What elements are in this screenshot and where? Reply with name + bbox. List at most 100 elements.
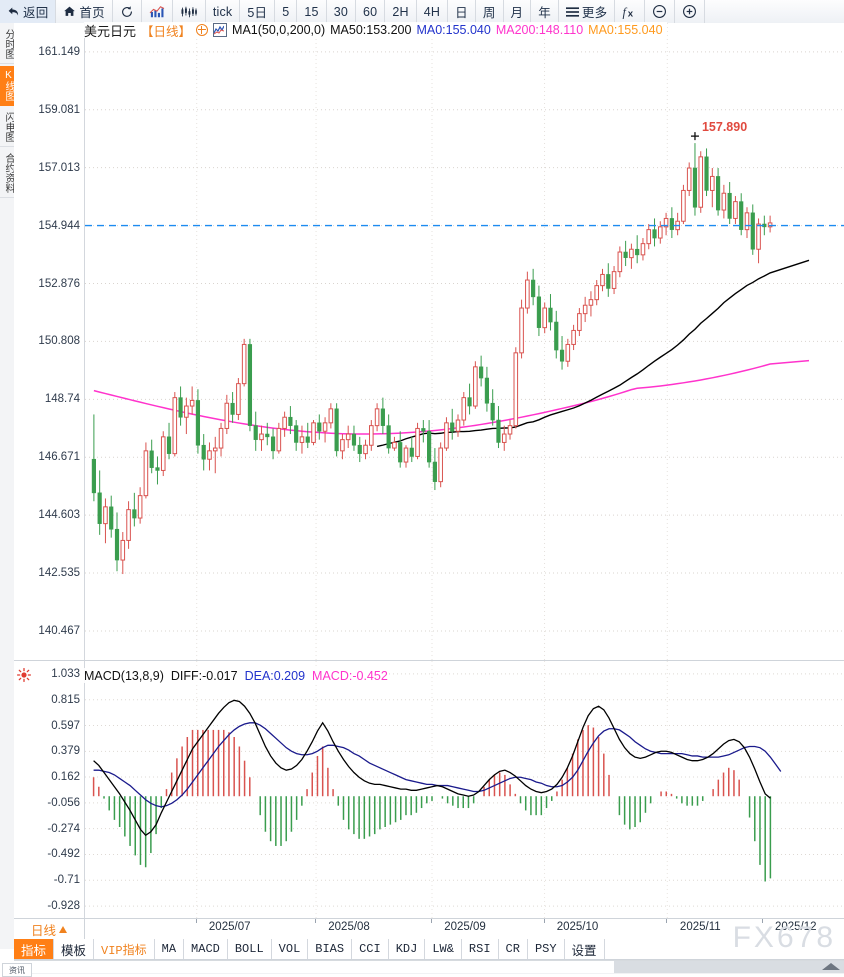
candlestick-button[interactable] bbox=[173, 0, 206, 23]
zoom-in-button[interactable] bbox=[675, 0, 706, 23]
price-y-tick: 140.467 bbox=[38, 624, 80, 637]
macd-y-tick: 0.162 bbox=[51, 771, 80, 784]
x-axis-tick-label: 2025/10 bbox=[556, 921, 599, 933]
sidebar-item-contract[interactable]: 合约资料 bbox=[0, 149, 14, 198]
candlestick-icon bbox=[180, 5, 198, 19]
x-tick-mark bbox=[666, 919, 668, 923]
period-4h-button[interactable]: 4H bbox=[417, 0, 449, 23]
tick-button-label: tick bbox=[212, 4, 233, 19]
price-y-axis: 161.149 159.081 157.013 154.944 152.876 150.8… bbox=[14, 23, 84, 660]
macd-diff-value: DIFF:-0.017 bbox=[170, 668, 238, 683]
candlestick-series bbox=[91, 143, 773, 575]
macd-macd-value: MACD:-0.452 bbox=[312, 668, 388, 683]
tab-template[interactable]: 模板 bbox=[54, 939, 95, 959]
settings-sun-icon[interactable] bbox=[16, 667, 32, 683]
tab-kdj[interactable]: KDJ bbox=[389, 939, 426, 959]
sidebar-item-lightning[interactable]: 闪电图 bbox=[0, 108, 14, 147]
price-y-tick: 154.944 bbox=[38, 219, 80, 232]
sidebar-item-timeshare[interactable]: 分时图 bbox=[0, 25, 14, 64]
tab-indicator[interactable]: 指标 bbox=[14, 939, 55, 959]
x-axis-tick-label: 2025/08 bbox=[328, 921, 370, 933]
ma-params-label: MA1(50,0,200,0) bbox=[232, 23, 326, 37]
period-day-button[interactable]: 日 bbox=[448, 0, 476, 23]
period-15min-button[interactable]: 15 bbox=[297, 0, 327, 23]
x-axis: 日线 2025/07 2025/08 2025/09 2025/10 2025/11 20… bbox=[14, 918, 844, 941]
period-5min-button-label: 5 bbox=[282, 4, 290, 19]
price-y-tick: 146.671 bbox=[38, 451, 80, 464]
price-y-tick: 161.149 bbox=[38, 45, 80, 58]
ma50-value: MA50:153.200 bbox=[330, 23, 412, 37]
price-plot-area[interactable] bbox=[84, 23, 844, 660]
period-30min-button[interactable]: 30 bbox=[327, 0, 357, 23]
horizontal-scrollbar[interactable] bbox=[14, 960, 844, 974]
zoom-out-button[interactable] bbox=[645, 0, 676, 23]
back-button[interactable]: 返回 bbox=[0, 0, 57, 23]
macd-dea-line bbox=[93, 722, 782, 808]
period-year-button-label: 年 bbox=[538, 6, 551, 20]
more-menu-button[interactable]: 更多 bbox=[559, 0, 616, 23]
period-5day-button-label: 5日 bbox=[247, 6, 268, 20]
tab-ma[interactable]: MA bbox=[155, 939, 185, 959]
price-y-tick: 144.603 bbox=[38, 509, 80, 522]
sidebar-item-kline[interactable]: K线图 bbox=[0, 66, 14, 106]
tab-vip-indicator[interactable]: VIP指标 bbox=[94, 939, 155, 959]
period-label: 【日线】 bbox=[141, 24, 192, 39]
x-axis-tick-label: 2025/12 bbox=[774, 921, 817, 933]
svg-text:f: f bbox=[623, 5, 628, 19]
chart-type-button[interactable] bbox=[142, 0, 173, 23]
macd-plot-area[interactable] bbox=[84, 661, 844, 919]
period-2h-button[interactable]: 2H bbox=[385, 0, 417, 23]
macd-y-tick: 0.379 bbox=[51, 745, 80, 758]
tab-psy[interactable]: PSY bbox=[528, 939, 565, 959]
scroll-up-arrow-icon[interactable] bbox=[822, 963, 840, 970]
macd-diff-line bbox=[93, 699, 771, 837]
macd-y-tick: 0.815 bbox=[51, 693, 80, 706]
scrollbar-thumb[interactable] bbox=[14, 961, 615, 973]
indicator-tab-bar: 指标 模板 VIP指标 MA MACD BOLL VOL BIAS CCI KDJ LW& RSI CR… bbox=[14, 939, 844, 960]
period-year-button[interactable]: 年 bbox=[531, 0, 559, 23]
period-month-button[interactable]: 月 bbox=[504, 0, 532, 23]
ma200-value: MA200:148.110 bbox=[495, 23, 584, 37]
period-5min-button[interactable]: 5 bbox=[275, 0, 298, 23]
period-selector-button[interactable]: 日线 bbox=[14, 919, 85, 939]
macd-panel: 1.033 0.815 0.597 0.379 0.162 -0.056 -0.274 -0.… bbox=[14, 660, 844, 919]
macd-y-tick: -0.71 bbox=[53, 874, 80, 887]
tab-vol[interactable]: VOL bbox=[272, 939, 309, 959]
ma-indicator-icon[interactable] bbox=[213, 23, 228, 37]
period-2h-button-label: 2H bbox=[392, 4, 409, 19]
tab-macd[interactable]: MACD bbox=[184, 939, 228, 959]
price-y-tick: 150.808 bbox=[38, 335, 80, 348]
period-selector-label: 日线 bbox=[30, 923, 56, 938]
price-y-tick: 152.876 bbox=[38, 277, 80, 290]
tab-bias[interactable]: BIAS bbox=[308, 939, 353, 959]
tab-settings[interactable]: 设置 bbox=[565, 939, 605, 959]
tab-cr[interactable]: CR bbox=[499, 939, 528, 959]
tab-rsi[interactable]: RSI bbox=[462, 939, 499, 959]
macd-histogram bbox=[92, 725, 772, 882]
tab-cci[interactable]: CCI bbox=[352, 939, 389, 959]
triangle-up-icon bbox=[59, 925, 67, 933]
period-15min-button-label: 15 bbox=[304, 4, 319, 19]
period-5day-button[interactable]: 5日 bbox=[240, 0, 276, 23]
x-axis-tick-label: 2025/11 bbox=[679, 921, 721, 933]
scrollbar-track[interactable] bbox=[614, 961, 844, 973]
more-menu-button-label: 更多 bbox=[581, 6, 608, 20]
price-y-tick: 157.013 bbox=[38, 161, 80, 174]
refresh-button[interactable] bbox=[113, 0, 142, 23]
left-sidebar: 分时图 K线图闪电图合约资料 bbox=[0, 23, 15, 949]
period-60min-button[interactable]: 60 bbox=[356, 0, 386, 23]
price-y-tick: 142.535 bbox=[38, 567, 80, 580]
period-4h-button-label: 4H bbox=[423, 4, 441, 19]
period-week-button[interactable]: 周 bbox=[476, 0, 504, 23]
tick-button[interactable]: tick bbox=[206, 0, 241, 23]
macd-y-tick: 1.033 bbox=[51, 667, 80, 680]
home-button[interactable]: 首页 bbox=[56, 0, 113, 23]
tab-lwr[interactable]: LW& bbox=[425, 939, 462, 959]
hamburger-icon bbox=[565, 6, 579, 18]
tab-boll[interactable]: BOLL bbox=[228, 939, 272, 959]
crosshair-toggle-icon[interactable] bbox=[196, 24, 209, 36]
symbol-label: 美元日元 bbox=[84, 23, 137, 39]
macd-params-label: MACD(13,8,9) bbox=[84, 668, 164, 683]
period-30min-button-label: 30 bbox=[333, 4, 349, 19]
